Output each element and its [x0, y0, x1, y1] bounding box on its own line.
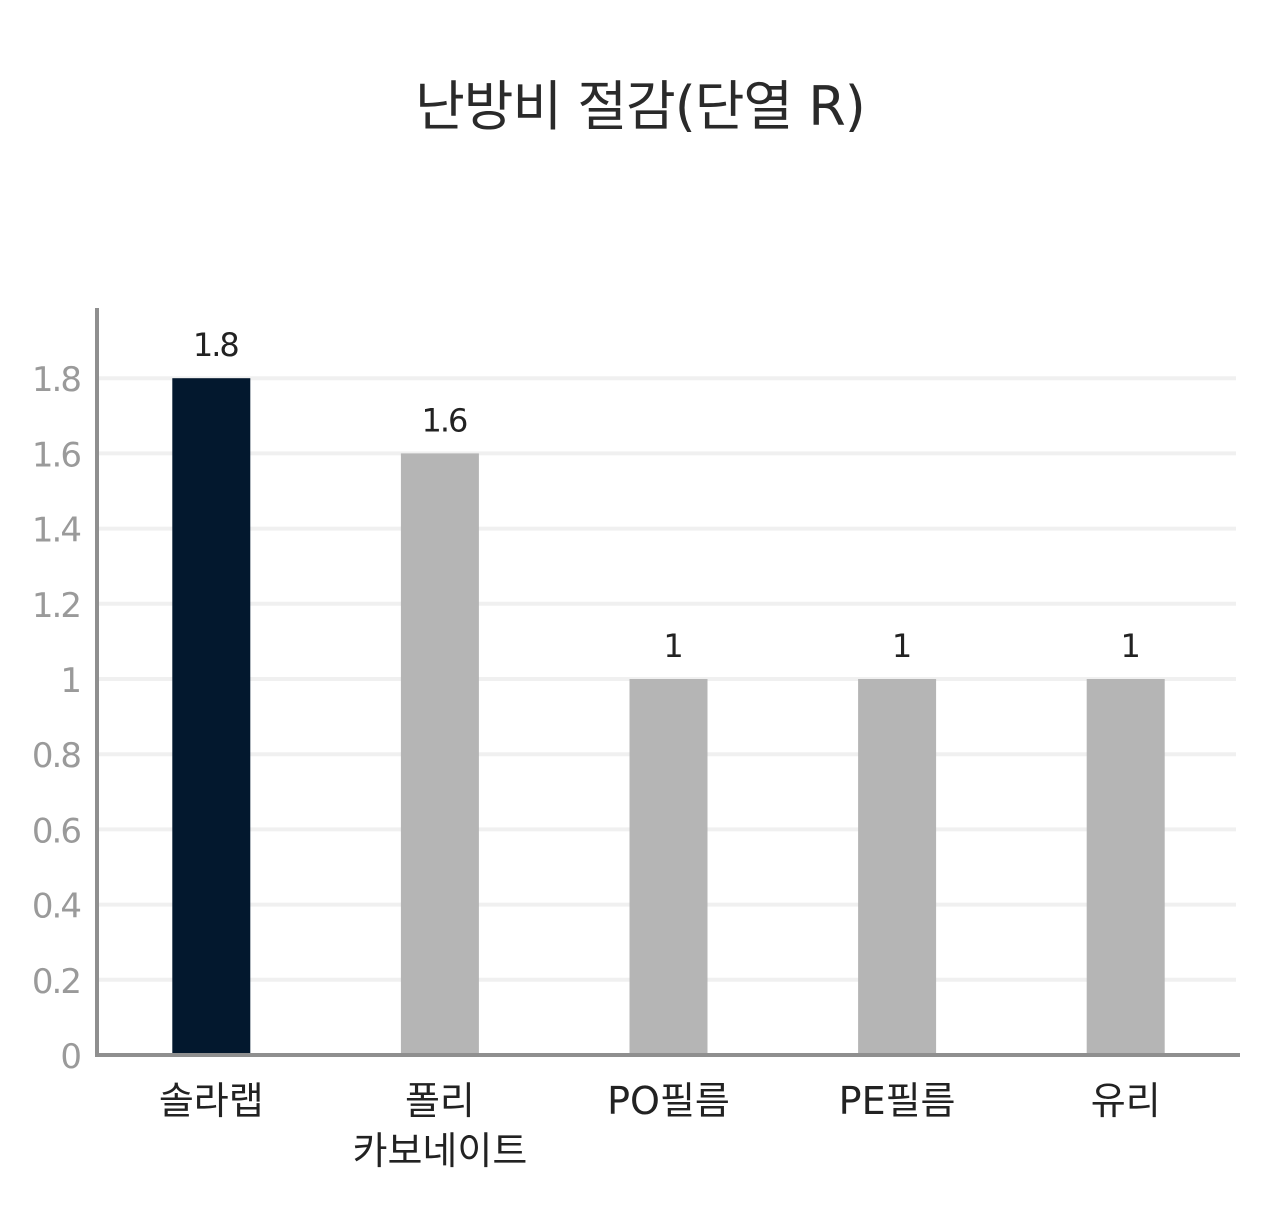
value-label: 1.6 [421, 401, 467, 439]
bar [172, 378, 251, 1055]
x-tick-label: 유리 [1091, 1079, 1161, 1123]
bar [400, 453, 479, 1055]
bars [172, 378, 1165, 1055]
y-tick-label: 0.4 [32, 887, 80, 927]
y-tick-label: 1.4 [32, 511, 80, 551]
bar [858, 679, 937, 1055]
bar [1086, 679, 1165, 1055]
value-labels: 1.8 1.6 1 1 1 [193, 326, 1141, 665]
axes [95, 308, 1240, 1057]
y-tick-label: 0.6 [32, 811, 80, 851]
x-tick-labels: 솔라랩 폴리 카보네이트 PO필름 PE필름 유리 [159, 1079, 1161, 1173]
x-tick-label: PO필름 [607, 1079, 730, 1123]
y-tick-label: 1 [60, 661, 80, 701]
x-tick-label: 폴리 카보네이트 [352, 1079, 527, 1173]
y-tick-label: 1.8 [32, 360, 80, 400]
x-tick-label: PE필름 [839, 1079, 956, 1123]
y-tick-label: 1.2 [32, 586, 80, 626]
y-tick-labels: 0 0.2 0.4 0.6 0.8 1 1.2 1.4 1.6 1.8 [32, 360, 82, 1077]
chart-title: 난방비 절감(단열 R) [415, 75, 866, 138]
y-tick-label: 1.6 [32, 435, 80, 475]
value-label: 1 [892, 627, 910, 665]
bar [629, 679, 708, 1055]
value-label: 1 [663, 627, 681, 665]
y-tick-label: 0 [60, 1037, 80, 1077]
y-tick-label: 0.2 [32, 962, 80, 1002]
y-tick-label: 0.8 [32, 736, 80, 776]
x-tick-label: 솔라랩 [159, 1079, 264, 1123]
value-label: 1 [1121, 627, 1139, 665]
value-label: 1.8 [193, 326, 239, 364]
